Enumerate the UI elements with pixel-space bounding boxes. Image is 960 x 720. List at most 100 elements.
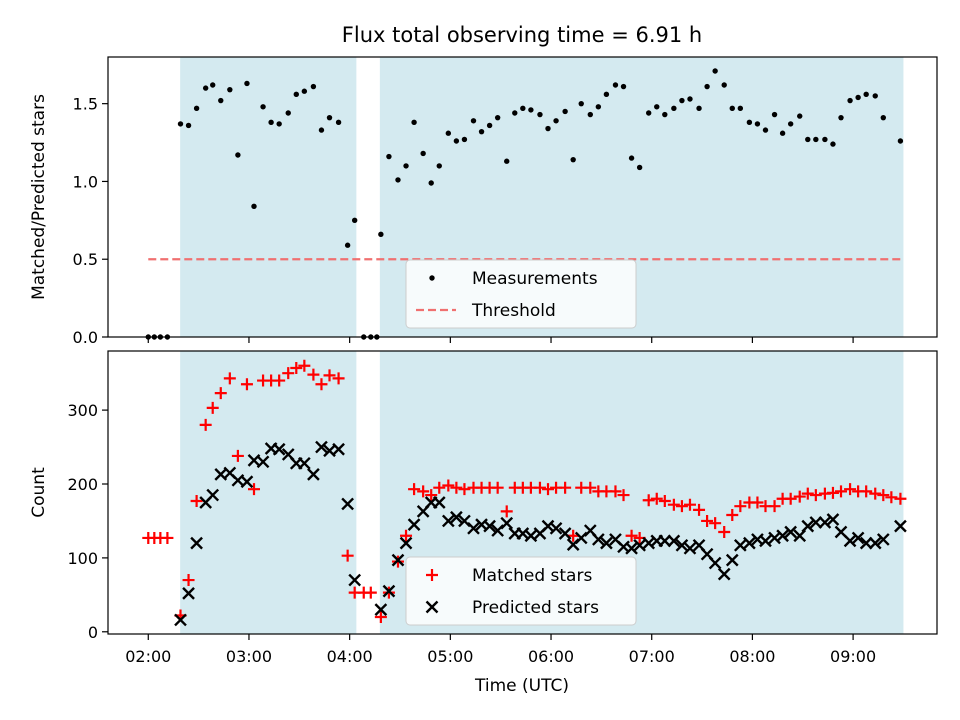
y-tick-label-0: 0 — [88, 623, 98, 642]
measurements-point-60 — [636, 164, 643, 171]
matched-stars-point-43 — [500, 505, 513, 518]
measurements-point-70 — [721, 82, 727, 88]
measurements-point-6 — [193, 105, 200, 112]
measurements-point-24 — [344, 242, 351, 248]
x-axis-label: Time (UTC) — [474, 676, 569, 696]
predicted-stars-point-66 — [743, 536, 756, 550]
measurements-point-44 — [504, 158, 510, 164]
matched-stars-point-23 — [332, 372, 345, 385]
predicted-stars-point-83 — [894, 519, 907, 533]
observing-window-0 — [180, 351, 357, 634]
predicted-stars-point-17 — [315, 440, 328, 454]
matched-stars-point-7 — [199, 418, 212, 431]
x-tick-label-7: 09:00 — [830, 647, 876, 666]
y-axis-label: Count — [29, 467, 49, 518]
legend-label-measurements: Measurements — [472, 269, 598, 289]
predicted-stars-point-33 — [467, 521, 480, 535]
measurements-point-50 — [553, 118, 559, 124]
measurements-point-57 — [612, 82, 619, 88]
chart-title: Flux total observing time = 6.91 h — [342, 23, 702, 47]
matched-stars-point-82 — [826, 486, 839, 499]
predicted-stars-point-4 — [206, 488, 220, 502]
measurements-point-59 — [628, 155, 635, 161]
matched-stars-point-65 — [683, 498, 696, 511]
measurements-point-62 — [654, 104, 660, 110]
y-tick-label-2: 200 — [67, 475, 98, 494]
matched-stars-point-50 — [559, 481, 572, 494]
y-tick-label-1: 100 — [67, 549, 98, 568]
measurements-point-80 — [805, 136, 811, 143]
measurements-point-67 — [696, 105, 702, 112]
predicted-stars-point-12 — [272, 442, 286, 456]
measurements-point-63 — [662, 111, 668, 118]
measurements-point-83 — [830, 141, 836, 147]
legend-marker-measurements — [429, 275, 435, 281]
predicted-stars-point-58 — [675, 538, 689, 552]
measurements-point-55 — [595, 104, 602, 110]
matched-stars-point-22 — [323, 369, 336, 382]
measurements-point-36 — [436, 163, 442, 169]
measurements-point-58 — [620, 83, 627, 90]
x-tick-label-2: 04:00 — [327, 647, 373, 666]
predicted-stars-point-76 — [826, 513, 840, 526]
matched-stars-point-35 — [433, 481, 446, 494]
measurements-point-35 — [428, 180, 434, 186]
observing-window-0 — [180, 57, 357, 337]
axes-frame — [107, 56, 938, 338]
predicted-stars-point-22 — [374, 603, 388, 616]
matched-stars-point-37 — [450, 481, 463, 494]
matched-stars-point-64 — [675, 500, 688, 513]
matched-stars-point-62 — [658, 494, 671, 507]
measurements-point-69 — [712, 68, 718, 74]
predicted-stars-point-73 — [801, 519, 815, 533]
predicted-stars-point-26 — [407, 518, 421, 531]
predicted-stars-point-70 — [776, 529, 789, 543]
matched-stars-point-73 — [751, 496, 764, 509]
predicted-stars-point-15 — [297, 456, 311, 470]
matched-stars-point-11 — [231, 449, 244, 462]
matched-stars-point-68 — [709, 517, 722, 530]
legend-label-threshold: Threshold — [471, 301, 556, 321]
matched-stars-point-24 — [341, 549, 354, 562]
measurements-point-22 — [326, 114, 333, 121]
predicted-stars-point-80 — [859, 536, 873, 550]
matched-stars-point-75 — [768, 500, 781, 513]
matched-stars-point-79 — [801, 487, 814, 500]
matched-stars-point-3 — [161, 531, 174, 544]
matched-stars-point-5 — [182, 574, 195, 587]
measurements-point-73 — [746, 119, 753, 126]
matched-stars-point-8 — [206, 401, 219, 414]
predicted-stars-point-81 — [868, 536, 882, 550]
measurements-point-37 — [445, 130, 452, 136]
measurements-point-21 — [318, 127, 325, 133]
measurements-point-65 — [679, 97, 685, 104]
measurements-point-25 — [351, 217, 358, 224]
measurements-point-84 — [838, 114, 844, 121]
predicted-stars-point-24 — [391, 553, 405, 567]
measurements-point-23 — [335, 119, 342, 126]
measurements-point-14 — [260, 104, 266, 110]
predicted-stars-point-35 — [483, 519, 496, 533]
measurements-point-11 — [235, 152, 241, 158]
matched-stars-point-48 — [542, 483, 555, 496]
measurements-point-87 — [863, 91, 869, 98]
measurements-point-71 — [729, 105, 735, 112]
y-tick-label-3: 300 — [67, 401, 98, 420]
predicted-stars-point-10 — [256, 455, 270, 469]
matched-stars-point-34 — [425, 489, 438, 502]
measurements-point-68 — [704, 83, 710, 90]
measurements-point-5 — [185, 122, 192, 129]
measurements-point-18 — [293, 91, 299, 98]
measurements-point-75 — [762, 127, 769, 133]
matched-stars-point-70 — [726, 509, 739, 522]
legend-box — [405, 259, 637, 329]
predicted-stars-point-52 — [625, 541, 638, 555]
legend-marker-matched-stars — [426, 569, 438, 581]
x-tick-label-5: 07:00 — [629, 647, 675, 666]
predicted-stars-point-30 — [441, 514, 455, 528]
predicted-stars-point-57 — [667, 534, 681, 548]
measurements-point-9 — [218, 97, 224, 104]
matched-stars-point-83 — [835, 485, 848, 498]
measurements-point-86 — [855, 94, 861, 101]
measurements-point-66 — [687, 96, 693, 102]
